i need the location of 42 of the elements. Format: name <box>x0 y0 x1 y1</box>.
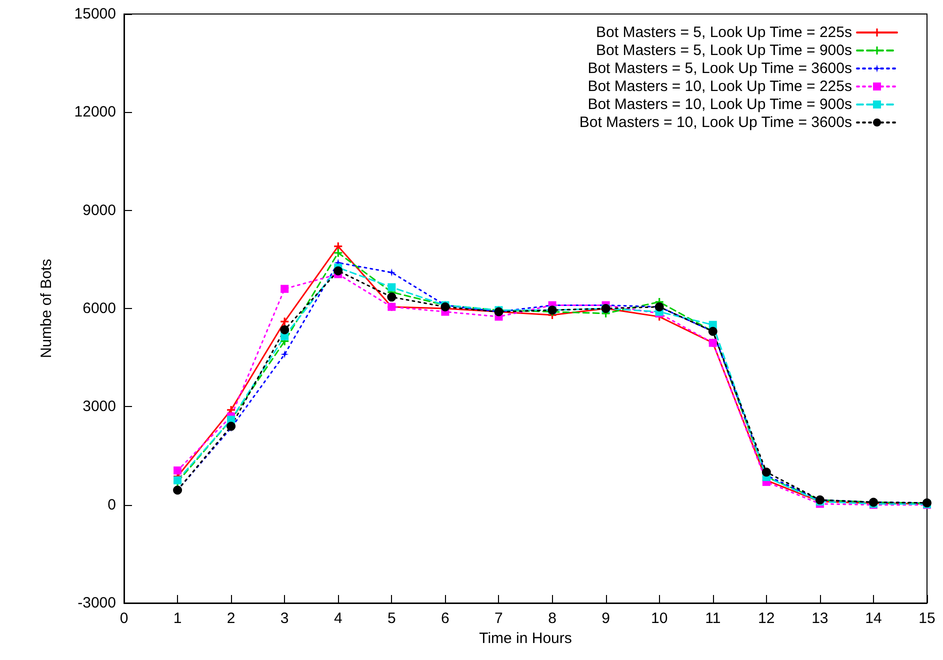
point <box>388 283 396 292</box>
x-tick-label: 1 <box>173 610 182 627</box>
x-tick-label: 2 <box>226 610 236 627</box>
x-tick-label: 0 <box>120 610 128 627</box>
x-tick-label: 8 <box>548 610 556 627</box>
y-tick-label: 15000 <box>74 6 116 22</box>
legend-label: Bot Masters = 5, Look Up Time = 3600s <box>588 60 852 77</box>
y-tick-label: 0 <box>108 496 116 514</box>
x-tick-label: 12 <box>758 610 775 627</box>
point <box>762 468 771 477</box>
x-tick-label: 5 <box>387 610 396 627</box>
point <box>280 318 289 326</box>
point <box>280 284 289 293</box>
x-tick-label: 10 <box>650 610 668 627</box>
x-tick-label: 7 <box>494 610 503 627</box>
point <box>387 292 396 302</box>
legend-label: Bot Masters = 10, Look Up Time = 3600s <box>579 114 852 131</box>
legend-label: Bot Masters = 10, Look Up Time = 900s <box>588 96 852 113</box>
y-tick-label: -3000 <box>78 594 116 612</box>
x-tick-label: 9 <box>602 610 610 627</box>
legend-label: Bot Masters = 10, Look Up Time = 225s <box>588 78 852 95</box>
legend-label: Bot Masters = 5, Look Up Time = 225s <box>596 24 852 41</box>
x-tick-label: 15 <box>918 610 936 627</box>
x-tick-label: 11 <box>705 610 721 627</box>
y-tick-label: 6000 <box>82 300 116 317</box>
point <box>334 248 342 257</box>
y-tick-label: 12000 <box>74 104 116 121</box>
point <box>334 266 343 276</box>
point <box>388 268 396 277</box>
point <box>280 350 289 358</box>
x-tick-label: 14 <box>865 610 882 627</box>
x-axis-title: Time in Hours <box>479 630 572 647</box>
point <box>174 466 182 474</box>
x-tick-label: 3 <box>280 610 289 627</box>
y-tick-label: 9000 <box>82 202 116 219</box>
y-tick-label: 3000 <box>82 398 116 416</box>
point <box>280 325 290 334</box>
legend-label: Bot Masters = 5, Look Up Time = 900s <box>596 42 852 59</box>
x-tick-label: 6 <box>441 610 450 627</box>
x-tick-label: 13 <box>812 610 828 627</box>
y-axis-title: Numbe of Bots <box>38 258 55 358</box>
x-tick-label: 4 <box>334 610 342 627</box>
